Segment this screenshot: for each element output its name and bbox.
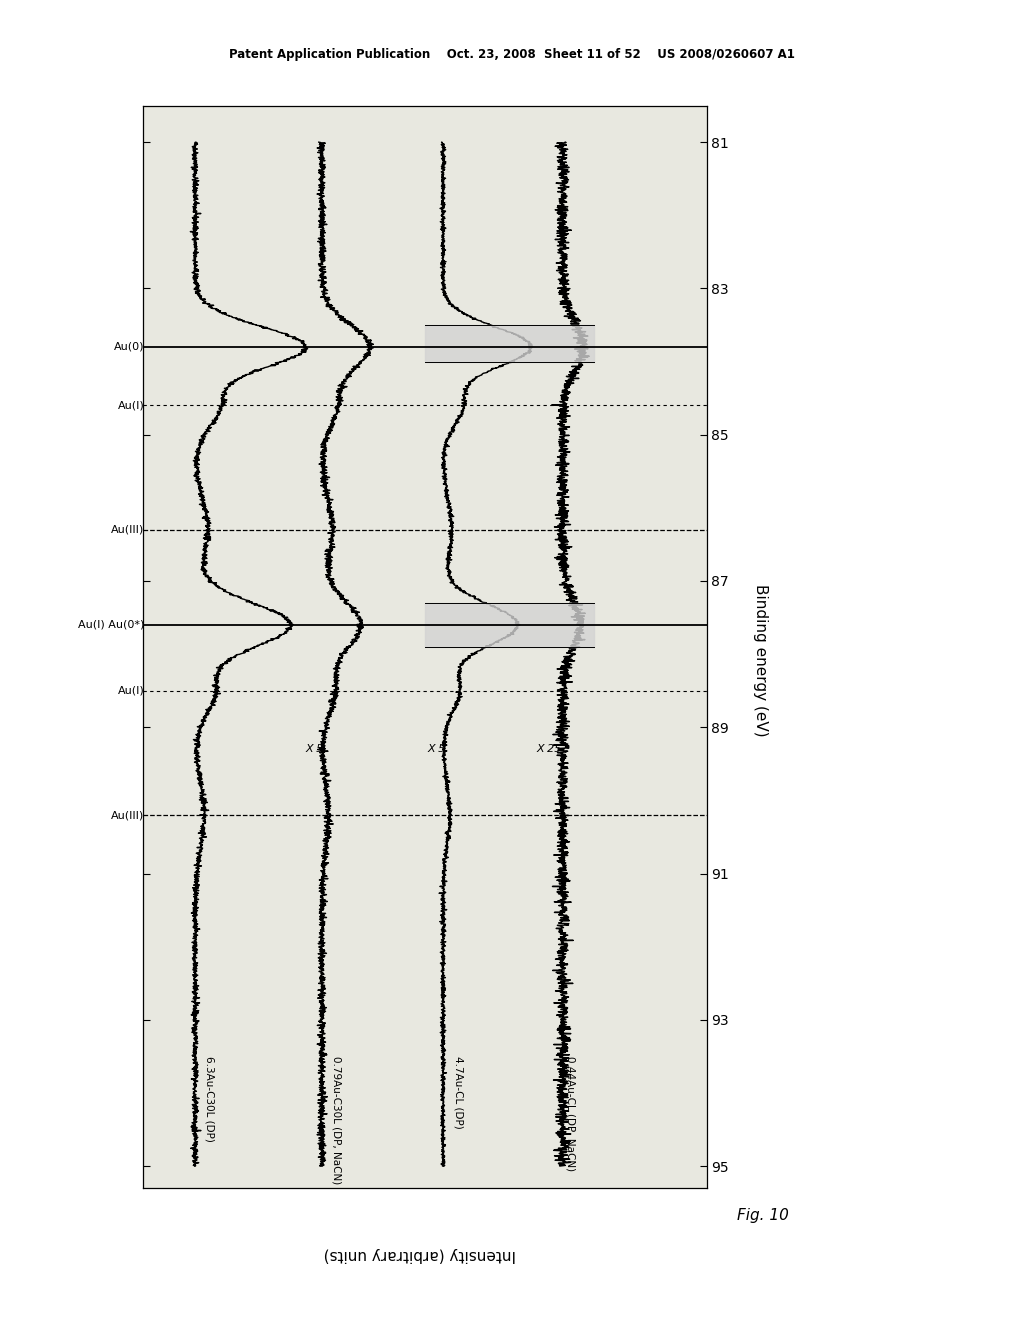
Text: 0.79Au-C30L (DP, NaCN): 0.79Au-C30L (DP, NaCN) bbox=[331, 1056, 341, 1184]
Text: Au(I) Au(0*): Au(I) Au(0*) bbox=[78, 620, 144, 630]
Text: Au(0): Au(0) bbox=[114, 342, 144, 352]
Text: Au(I): Au(I) bbox=[118, 685, 144, 696]
Text: 6.3Au-C30L (DP): 6.3Au-C30L (DP) bbox=[205, 1056, 214, 1142]
Text: 0.44Au-CL (DP, NaCN): 0.44Au-CL (DP, NaCN) bbox=[566, 1056, 575, 1171]
Text: Fig. 10: Fig. 10 bbox=[737, 1208, 790, 1222]
Text: 4.7Au-CL (DP): 4.7Au-CL (DP) bbox=[453, 1056, 463, 1129]
Text: Au(III): Au(III) bbox=[111, 525, 144, 535]
Text: Patent Application Publication    Oct. 23, 2008  Sheet 11 of 52    US 2008/02606: Patent Application Publication Oct. 23, … bbox=[229, 48, 795, 61]
Text: Au(III): Au(III) bbox=[111, 810, 144, 820]
Text: Binding energy (eV): Binding energy (eV) bbox=[753, 583, 768, 737]
Text: X 25: X 25 bbox=[537, 744, 562, 754]
Text: Intensity (arbitrary units): Intensity (arbitrary units) bbox=[324, 1247, 516, 1262]
Text: Au(I): Au(I) bbox=[118, 400, 144, 411]
Text: X 5: X 5 bbox=[305, 744, 324, 754]
Text: X 5: X 5 bbox=[428, 744, 445, 754]
